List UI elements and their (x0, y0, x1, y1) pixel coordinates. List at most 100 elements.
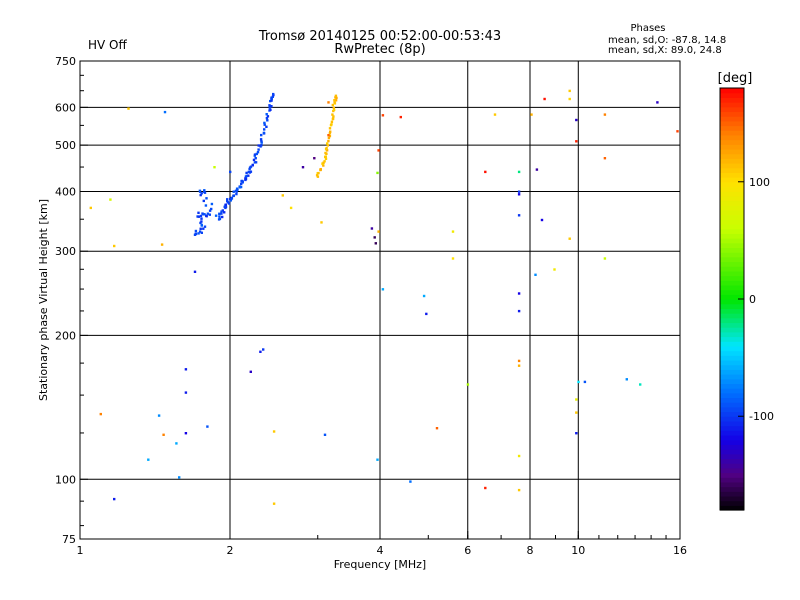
scatter-point (517, 488, 521, 492)
y-axis: 75 100 200 300 400 500 600 750 (55, 55, 88, 546)
scatter-point (517, 454, 521, 458)
trace-point (220, 210, 223, 213)
trace-point (199, 193, 202, 197)
trace-point (245, 174, 248, 178)
trace-point (210, 207, 213, 211)
trace-point (322, 164, 325, 167)
colorbar-segment (720, 350, 744, 356)
scatter-point (160, 243, 164, 246)
scatter-point (568, 97, 571, 101)
colorbar-segment (720, 467, 744, 474)
trace-point (333, 99, 336, 102)
y-tick-label: 500 (55, 139, 76, 152)
trace-point (270, 97, 273, 101)
scatter-point (327, 101, 330, 104)
scatter-point (399, 115, 402, 119)
colorbar-segment (720, 106, 744, 113)
trace-point (218, 215, 221, 218)
trace-point (254, 161, 258, 164)
colorbar-segment (720, 139, 744, 145)
trace-point (272, 92, 275, 96)
trace-point (200, 192, 203, 195)
colorbar-segment (720, 294, 744, 300)
colorbar-segment (720, 303, 744, 309)
trace-point (224, 205, 228, 209)
trace-point (327, 136, 331, 140)
scatter-point (484, 170, 487, 174)
colorbar-segment (720, 313, 744, 319)
x-tick-label: 2 (227, 544, 234, 557)
scatter-point (157, 414, 161, 417)
trace-point (232, 190, 235, 193)
colorbar-segment (720, 97, 744, 103)
trace-point (257, 144, 260, 147)
scatter-point (639, 383, 642, 386)
trace-point (260, 133, 263, 137)
trace-point (319, 168, 322, 172)
colorbar-label: [deg] (718, 71, 753, 86)
trace-point (229, 197, 232, 201)
x-tick-label: 6 (464, 544, 471, 557)
trace-point (200, 220, 203, 223)
scatter-point (535, 168, 539, 171)
colorbar-segment (720, 195, 744, 202)
colorbar-segment (720, 364, 744, 370)
trace-point (240, 182, 243, 186)
colorbar-segment (720, 500, 744, 506)
y-tick-label: 300 (55, 245, 76, 258)
scatter-point (323, 433, 327, 436)
trace-point (249, 170, 253, 173)
trace-point (203, 189, 206, 192)
colorbar-segment (720, 397, 744, 403)
scatter-point (109, 198, 112, 201)
trace-point (330, 120, 334, 123)
scatter-point (370, 227, 374, 230)
trace-point (199, 227, 202, 230)
trace-point (266, 119, 269, 122)
y-tick-label: 200 (55, 329, 76, 342)
scatter-point (259, 350, 262, 353)
trace-point (260, 140, 263, 143)
colorbar-segment (720, 491, 744, 497)
trace-point (206, 212, 210, 215)
scatter-point (184, 391, 188, 394)
trace-point (197, 215, 200, 218)
trace-point (208, 213, 211, 216)
colorbar-segment (720, 144, 744, 150)
scatter-point (162, 433, 165, 436)
colorbar-tick-label: -100 (749, 410, 774, 423)
trace-point (331, 117, 335, 120)
trace-point (253, 153, 257, 156)
chart-title: Tromsø 20140125 00:52:00-00:53:43 (258, 29, 501, 44)
trace-point (323, 160, 326, 163)
chart-subtitle: RwPretec (8p) (334, 42, 425, 57)
scatter-point (184, 368, 188, 371)
colorbar-segment (720, 134, 744, 141)
colorbar-segment (720, 453, 744, 460)
scatter-point (327, 134, 330, 137)
scatter-point (313, 157, 316, 160)
colorbar-segment (720, 219, 744, 225)
trace-point (326, 144, 329, 147)
trace-point (328, 132, 332, 135)
scatter-point (575, 432, 578, 435)
colorbar-segment (720, 163, 744, 169)
trace-point (200, 223, 203, 227)
trace-point (240, 179, 243, 183)
scatter-point (376, 171, 379, 175)
trace-point (316, 175, 320, 178)
trace-point (235, 190, 238, 193)
scatter-point (517, 170, 521, 174)
scatter-point (213, 166, 216, 169)
scatter-point (373, 236, 376, 239)
scatter-point (377, 149, 380, 152)
trace-point (236, 188, 239, 191)
colorbar-segment (720, 299, 744, 305)
colorbar-segment (720, 186, 744, 192)
trace-point (327, 139, 330, 143)
trace-point (198, 230, 202, 233)
trace-point (199, 221, 202, 225)
trace-point (317, 171, 320, 175)
trace-point (218, 217, 222, 220)
colorbar-segment (720, 88, 744, 94)
